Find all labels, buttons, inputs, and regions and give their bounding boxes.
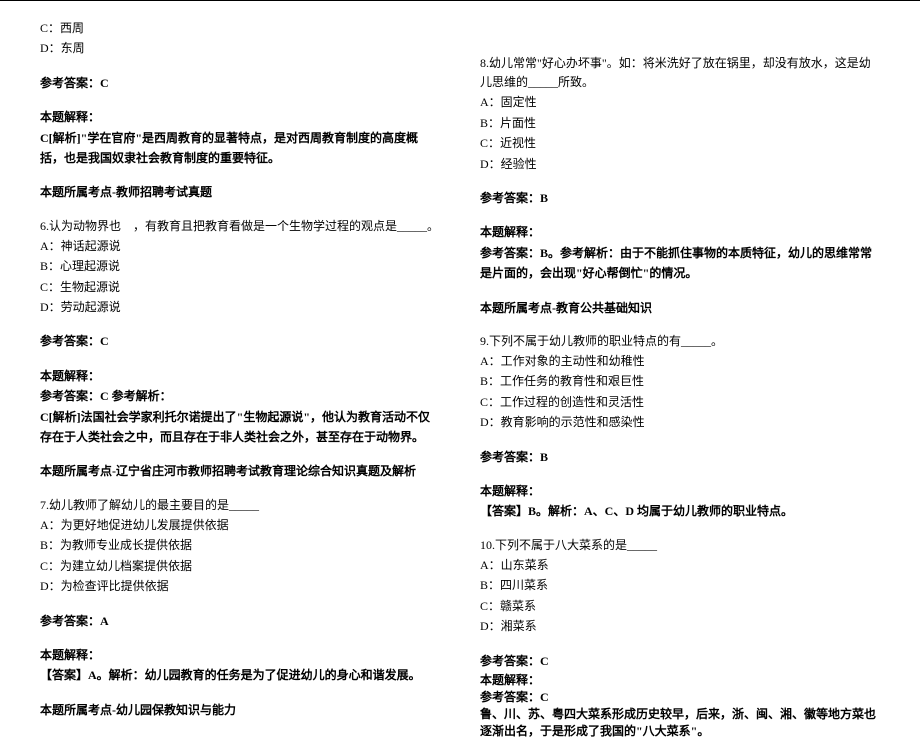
explanation-label: 本题解释： xyxy=(480,481,880,501)
question-stem: 9.下列不属于幼儿教师的职业特点的有_____。 xyxy=(480,332,880,351)
explanation-block: 本题解释： 【答案】A。解析：幼儿园教育的任务是为了促进幼儿的身心和谐发展。 xyxy=(40,645,440,686)
top-rule xyxy=(0,0,920,1)
explanation-label: 本题解释： xyxy=(40,645,440,665)
question-10: 10.下列不属于八大菜系的是_____ A：山东菜系 B：四川菜系 C：赣菜系 … xyxy=(480,536,880,637)
explanation-block: 本题解释： C[解析]"学在官府"是西周教育的显著特点，是对西周教育制度的高度概… xyxy=(40,107,440,168)
explanation-text: 鲁、川、苏、粤四大菜系形成历史较早，后来，浙、闽、湘、徽等地方菜也逐渐出名，于是… xyxy=(480,705,880,739)
option-c: C：生物起源说 xyxy=(40,277,440,297)
option-c: C：为建立幼儿档案提供依据 xyxy=(40,556,440,576)
answer-label: 参考答案：C xyxy=(40,331,440,351)
option-a: A：神话起源说 xyxy=(40,236,440,256)
answer-label: 参考答案：B xyxy=(480,447,880,467)
question-6: 6.认为动物界也 ，有教育且把教育看做是一个生物学过程的观点是_____。 A：… xyxy=(40,217,440,318)
option-b: B：片面性 xyxy=(480,113,880,133)
explanation-head: 参考答案：C 参考解析： xyxy=(40,386,440,406)
option-b: B：为教师专业成长提供依据 xyxy=(40,535,440,555)
option-d: D：经验性 xyxy=(480,154,880,174)
prev-question-fragment: C：西周 D：东周 xyxy=(40,18,440,59)
explanation-label: 本题解释： xyxy=(480,222,880,242)
option-c: C：近视性 xyxy=(480,133,880,153)
right-column: 8.幼儿常常"好心办坏事"。如：将米洗好了放在锅里，却没有放水，这是幼儿思维的_… xyxy=(480,18,880,739)
option-d: D：劳动起源说 xyxy=(40,297,440,317)
topic-label: 本题所属考点-幼儿园保教知识与能力 xyxy=(40,700,440,720)
answer-label: 参考答案：B xyxy=(480,188,880,208)
explanation-block: 本题解释： 参考答案：B。参考解析：由于不能抓住事物的本质特征，幼儿的思维常常是… xyxy=(480,222,880,283)
option-c: C：西周 xyxy=(40,18,440,38)
question-stem: 7.幼儿教师了解幼儿的最主要目的是_____ xyxy=(40,496,440,515)
question-stem: 6.认为动物界也 ，有教育且把教育看做是一个生物学过程的观点是_____。 xyxy=(40,217,440,236)
option-c: C：工作过程的创造性和灵活性 xyxy=(480,392,880,412)
question-stem: 10.下列不属于八大菜系的是_____ xyxy=(480,536,880,555)
explanation-label: 本题解释： xyxy=(40,107,440,127)
option-b: B：工作任务的教育性和艰巨性 xyxy=(480,371,880,391)
answer-label: 参考答案：C xyxy=(40,73,440,93)
explanation-text: C[解析]法国社会学家利托尔诺提出了"生物起源说"，他认为教育活动不仅存在于人类… xyxy=(40,407,440,448)
option-a: A：固定性 xyxy=(480,92,880,112)
explanation-block: 本题解释： 参考答案：C 参考解析： C[解析]法国社会学家利托尔诺提出了"生物… xyxy=(40,366,440,448)
answer-label: 参考答案：C xyxy=(480,651,880,671)
option-a: A：为更好地促进幼儿发展提供依据 xyxy=(40,515,440,535)
option-a: A：山东菜系 xyxy=(480,555,880,575)
option-a: A：工作对象的主动性和幼稚性 xyxy=(480,351,880,371)
question-stem: 8.幼儿常常"好心办坏事"。如：将米洗好了放在锅里，却没有放水，这是幼儿思维的_… xyxy=(480,54,880,92)
answer-label: 参考答案：A xyxy=(40,611,440,631)
option-d: D：湘菜系 xyxy=(480,616,880,636)
two-column-layout: C：西周 D：东周 参考答案：C 本题解释： C[解析]"学在官府"是西周教育的… xyxy=(0,0,920,739)
option-b: B：心理起源说 xyxy=(40,256,440,276)
explanation-head: 参考答案：C xyxy=(480,688,880,705)
option-c: C：赣菜系 xyxy=(480,596,880,616)
explanation-text: 【答案】A。解析：幼儿园教育的任务是为了促进幼儿的身心和谐发展。 xyxy=(40,665,440,685)
topic-label: 本题所属考点-辽宁省庄河市教师招聘考试教育理论综合知识真题及解析 xyxy=(40,461,440,481)
explanation-label: 本题解释： xyxy=(480,671,880,688)
left-column: C：西周 D：东周 参考答案：C 本题解释： C[解析]"学在官府"是西周教育的… xyxy=(40,18,440,739)
spacer xyxy=(480,18,880,54)
option-d: D：教育影响的示范性和感染性 xyxy=(480,412,880,432)
explanation-label: 本题解释： xyxy=(40,366,440,386)
topic-label: 本题所属考点-教育公共基础知识 xyxy=(480,298,880,318)
question-7: 7.幼儿教师了解幼儿的最主要目的是_____ A：为更好地促进幼儿发展提供依据 … xyxy=(40,496,440,597)
explanation-text: 【答案】B。解析：A、C、D 均属于幼儿教师的职业特点。 xyxy=(480,501,880,521)
option-b: B：四川菜系 xyxy=(480,575,880,595)
topic-label: 本题所属考点-教师招聘考试真题 xyxy=(40,182,440,202)
explanation-text: 参考答案：B。参考解析：由于不能抓住事物的本质特征，幼儿的思维常常是片面的，会出… xyxy=(480,243,880,284)
explanation-text: C[解析]"学在官府"是西周教育的显著特点，是对西周教育制度的高度概括，也是我国… xyxy=(40,128,440,169)
option-d: D：东周 xyxy=(40,38,440,58)
question-9: 9.下列不属于幼儿教师的职业特点的有_____。 A：工作对象的主动性和幼稚性 … xyxy=(480,332,880,433)
explanation-block: 本题解释： 【答案】B。解析：A、C、D 均属于幼儿教师的职业特点。 xyxy=(480,481,880,522)
question-8: 8.幼儿常常"好心办坏事"。如：将米洗好了放在锅里，却没有放水，这是幼儿思维的_… xyxy=(480,54,880,174)
option-d: D：为检查评比提供依据 xyxy=(40,576,440,596)
